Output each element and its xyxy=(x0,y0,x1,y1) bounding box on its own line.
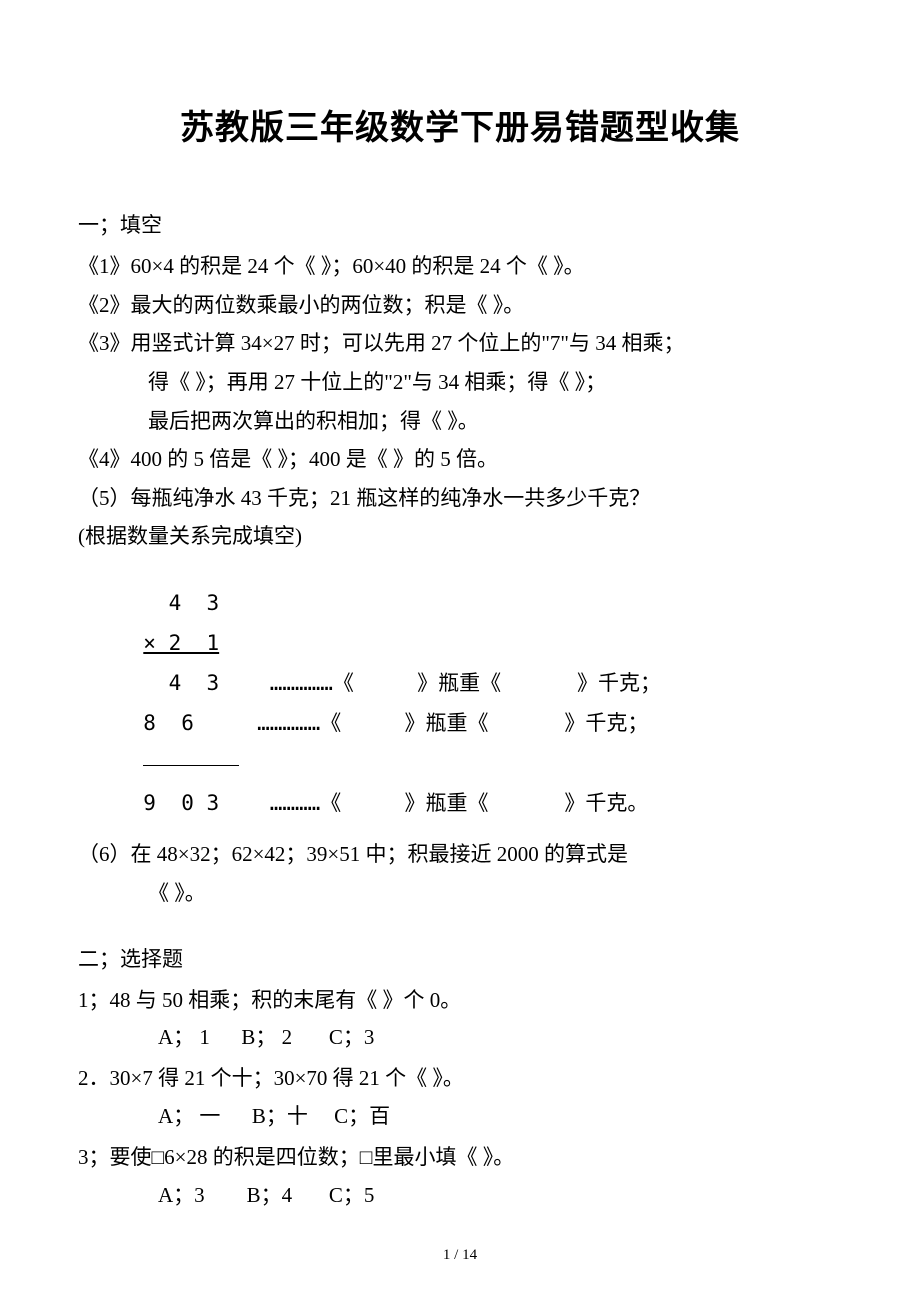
vertical-calc: 4 3 × 2 1 4 3 ……………《 》瓶重《 》千克； 8 6 ……………… xyxy=(118,584,842,823)
section2-heading: 二；选择题 xyxy=(78,943,842,973)
q1-5-hint: (根据数量关系完成填空) xyxy=(78,519,842,554)
vcalc-r1: 4 3 xyxy=(118,584,842,624)
q1-6a: （6）在 48×32；62×42；39×51 中；积最接近 2000 的算式是 xyxy=(78,837,842,872)
q1-3a: 《3》用竖式计算 34×27 时；可以先用 27 个位上的"7"与 34 相乘； xyxy=(78,326,842,361)
vcalc-r4: 8 6 ……………《 》瓶重《 》千克； xyxy=(118,704,842,744)
q1-3c: 最后把两次算出的积相加；得《 》。 xyxy=(78,404,842,439)
q1-2: 《2》最大的两位数乘最小的两位数；积是《 》。 xyxy=(78,288,842,323)
vcalc-r2-pre xyxy=(118,631,143,655)
vcalc-r5: 9 0 3 …………《 》瓶重《 》千克。 xyxy=(118,784,842,824)
vcalc-r2: × 2 1 xyxy=(118,624,842,664)
q2-3: 3；要使□6×28 的积是四位数；□里最小填《 》。 xyxy=(78,1140,842,1175)
q1-5: （5）每瓶纯净水 43 千克；21 瓶这样的纯净水一共多少千克？ xyxy=(78,481,842,516)
page-title: 苏教版三年级数学下册易错题型收集 xyxy=(78,100,842,149)
q1-3b: 得《 》；再用 27 十位上的"2"与 34 相乘；得《 》； xyxy=(78,365,842,400)
vcalc-r2-under: × 2 1 xyxy=(143,631,219,655)
section1-heading: 一；填空 xyxy=(78,209,842,239)
q2-1-choices: A； 1 B； 2 C；3 xyxy=(78,1021,842,1051)
page-footer: 1 / 14 xyxy=(0,1247,920,1264)
q2-2-choices: A； 一 B；十 C；百 xyxy=(78,1100,842,1130)
vcalc-hr-line xyxy=(143,765,239,766)
q2-2: 2．30×7 得 21 个十；30×70 得 21 个《 》。 xyxy=(78,1061,842,1096)
q2-1: 1；48 与 50 相乘；积的末尾有《 》个 0。 xyxy=(78,983,842,1018)
q1-4: 《4》400 的 5 倍是《 》；400 是《 》的 5 倍。 xyxy=(78,442,842,477)
vcalc-r3: 4 3 ……………《 》瓶重《 》千克； xyxy=(118,664,842,704)
q1-6b: 《 》。 xyxy=(78,876,842,911)
q2-3-choices: A；3 B；4 C；5 xyxy=(78,1179,842,1209)
q1-1: 《1》60×4 的积是 24 个《 》；60×40 的积是 24 个《 》。 xyxy=(78,249,842,284)
vcalc-hr xyxy=(118,744,842,784)
